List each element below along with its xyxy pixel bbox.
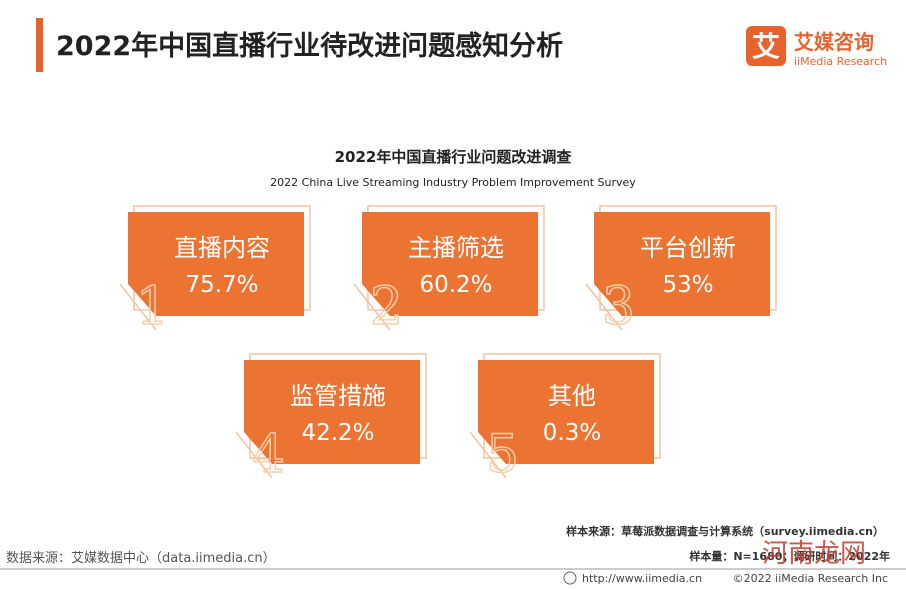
- card-rank: 5: [486, 425, 519, 485]
- card-label: 监管措施: [290, 382, 386, 410]
- card-value: 53%: [662, 272, 713, 298]
- card-slash: [353, 283, 391, 331]
- logo-box: [746, 26, 786, 66]
- sample-size: 样本量：N=1680；调研时间：2022年: [689, 549, 890, 563]
- card-slash: [119, 283, 157, 331]
- data-source: 数据来源：艾媒数据中心（data.iimedia.cn）: [6, 551, 276, 566]
- card-label: 平台创新: [640, 234, 736, 262]
- card-value: 75.7%: [185, 272, 258, 298]
- card-rank: 2: [370, 277, 403, 337]
- title-accent: [36, 18, 43, 72]
- card-rank: 3: [602, 277, 635, 337]
- sample-source: 样本来源：草莓派数据调查与计算系统（survey.iimedia.cn）: [566, 524, 884, 538]
- card: [244, 360, 420, 464]
- footer-url: http://www.iimedia.cn: [582, 572, 702, 585]
- card-value: 60.2%: [419, 272, 492, 298]
- card-slash: [469, 431, 507, 479]
- card: [594, 212, 770, 316]
- logo-cn: 艾媒咨询: [794, 30, 874, 54]
- globe-icon: [563, 571, 577, 585]
- logo-en: iiMedia Research: [794, 55, 887, 68]
- card: [128, 212, 304, 316]
- survey-subtitle: 2022 China Live Streaming Industry Probl…: [270, 176, 636, 189]
- footer-copyright: ©2022 iiMedia Research Inc: [733, 572, 888, 585]
- card-label: 直播内容: [174, 234, 270, 262]
- card-value: 0.3%: [543, 420, 601, 446]
- card-slash: [585, 283, 623, 331]
- watermark: 河南龙网: [762, 539, 866, 569]
- card-value: 42.2%: [301, 420, 374, 446]
- card-label: 主播筛选: [408, 234, 504, 262]
- card: [362, 212, 538, 316]
- card-rank: 1: [136, 277, 169, 337]
- survey-title: 2022年中国直播行业问题改进调查: [335, 148, 573, 166]
- card-label: 其他: [548, 382, 596, 410]
- card-slash: [235, 431, 273, 479]
- card-rank: 4: [252, 425, 285, 485]
- page-title: 2022年中国直播行业待改进问题感知分析: [56, 30, 563, 62]
- card: [478, 360, 654, 464]
- logo-icon: 艾: [752, 30, 780, 63]
